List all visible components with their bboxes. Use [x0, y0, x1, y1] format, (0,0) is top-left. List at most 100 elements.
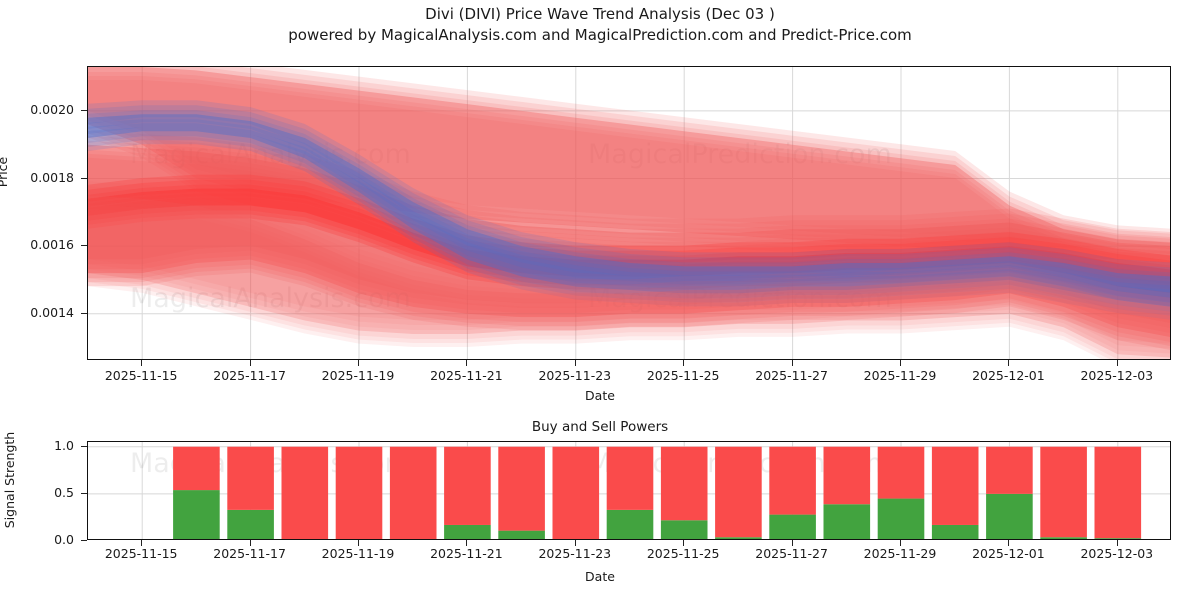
signal-y-tick	[81, 540, 87, 541]
price-wave-svg: MagicalAnalysis.com MagicalPrediction.com…	[88, 67, 1170, 359]
sell-power-segment	[823, 446, 871, 505]
buy-sell-bar	[227, 446, 274, 539]
signal-y-tick-label: 1.0	[54, 437, 74, 453]
buy-power-segment	[227, 509, 274, 539]
buy-sell-bar	[660, 446, 708, 539]
price-y-tick-label: 0.0014	[30, 304, 74, 320]
buy-sell-bar	[823, 446, 871, 539]
signal-x-tick-label: 2025-11-19	[321, 546, 395, 561]
sell-power-segment	[335, 446, 383, 539]
buy-sell-bar	[986, 446, 1033, 539]
chart-title-block: Divi (DIVI) Price Wave Trend Analysis (D…	[0, 4, 1200, 46]
buy-power-segment	[173, 490, 220, 539]
price-x-tick	[574, 360, 576, 366]
sell-power-segment	[173, 446, 220, 491]
price-x-tick-label: 2025-11-25	[646, 368, 720, 383]
sell-power-segment	[1094, 446, 1142, 539]
sell-power-segment	[281, 446, 329, 539]
sell-power-segment	[552, 446, 600, 539]
buy-sell-bar	[1040, 446, 1087, 539]
price-x-tick	[900, 360, 901, 366]
signal-x-tick-label: 2025-11-27	[755, 546, 828, 561]
page-title: Divi (DIVI) Price Wave Trend Analysis (D…	[425, 5, 775, 23]
buy-power-segment	[931, 524, 979, 539]
page-subtitle: powered by MagicalAnalysis.com and Magic…	[288, 26, 912, 44]
signal-x-tick-label: 2025-11-29	[863, 546, 937, 561]
sell-power-segment	[606, 446, 654, 510]
buy-sell-bar	[389, 446, 437, 539]
price-y-tick	[81, 177, 87, 179]
sell-power-segment	[389, 446, 437, 539]
buy-sell-bar	[173, 446, 220, 539]
signal-x-tick-label: 2025-11-25	[646, 546, 720, 561]
signal-x-tick	[358, 540, 359, 546]
signal-x-tick-label: 2025-11-21	[430, 546, 503, 561]
buy-sell-bar	[715, 446, 762, 539]
sell-power-segment	[986, 446, 1033, 494]
price-y-tick	[81, 312, 87, 314]
sell-power-segment	[444, 446, 491, 525]
buy-power-segment	[823, 504, 871, 539]
svg-text:MagicalPrediction.com: MagicalPrediction.com	[588, 283, 892, 314]
buy-sell-bar	[1094, 446, 1142, 539]
buy-sell-bar	[335, 446, 383, 539]
price-x-tick-label: 2025-11-27	[755, 368, 828, 383]
price-axis-label: Price	[0, 156, 10, 188]
price-y-tick	[81, 109, 87, 111]
signal-x-tick	[1116, 540, 1118, 546]
buy-power-segment	[1094, 538, 1142, 539]
buy-power-segment	[660, 520, 708, 539]
sell-power-segment	[877, 446, 925, 499]
signal-x-tick	[574, 540, 576, 546]
price-x-tick-label: 2025-11-29	[863, 368, 937, 383]
buy-power-segment	[877, 498, 925, 539]
price-x-axis-label: Date	[585, 388, 615, 403]
price-y-tick-label: 0.0018	[30, 169, 74, 185]
signal-x-tick	[900, 540, 901, 546]
price-y-tick	[81, 245, 87, 247]
signal-y-tick	[81, 492, 87, 494]
buy-power-segment	[444, 524, 491, 539]
buy-sell-x-axis-label: Date	[585, 569, 615, 584]
buy-power-segment	[606, 509, 654, 539]
price-x-tick-label: 2025-12-03	[1080, 368, 1154, 383]
buy-power-segment	[498, 530, 545, 539]
svg-text:MagicalAnalysis.com: MagicalAnalysis.com	[130, 283, 411, 314]
signal-x-tick	[249, 540, 251, 546]
sell-power-segment	[498, 446, 545, 531]
buy-sell-bar	[552, 446, 600, 539]
price-x-tick-label: 2025-11-17	[213, 368, 286, 383]
price-x-tick-label: 2025-12-01	[972, 368, 1045, 383]
buy-sell-bar	[769, 446, 816, 539]
svg-text:MagicalPrediction.com: MagicalPrediction.com	[588, 139, 892, 170]
price-x-tick-label: 2025-11-19	[321, 368, 395, 383]
price-y-tick-label: 0.0020	[30, 101, 74, 117]
buy-sell-title: Buy and Sell Powers	[531, 419, 669, 435]
buy-power-segment	[715, 537, 762, 539]
price-x-tick	[791, 360, 793, 366]
price-x-tick	[1008, 360, 1010, 366]
signal-x-tick-label: 2025-12-01	[972, 546, 1045, 561]
signal-x-tick-label: 2025-12-03	[1080, 546, 1154, 561]
price-x-tick-label: 2025-11-21	[430, 368, 503, 383]
price-x-tick-label: 2025-11-15	[104, 368, 178, 383]
price-x-tick	[358, 360, 359, 366]
signal-x-tick	[141, 540, 143, 546]
price-x-tick	[466, 360, 468, 366]
price-x-tick	[1116, 360, 1118, 366]
price-x-tick	[141, 360, 143, 366]
signal-x-tick	[791, 540, 793, 546]
buy-power-segment	[1040, 537, 1087, 539]
signal-y-tick-label: 0.0	[54, 532, 74, 547]
signal-x-tick	[466, 540, 468, 546]
signal-y-tick	[81, 445, 87, 447]
buy-sell-bar	[281, 446, 329, 539]
buy-sell-bar	[931, 446, 979, 539]
sell-power-segment	[227, 446, 274, 510]
price-y-tick-label: 0.0016	[30, 237, 74, 253]
sell-power-segment	[931, 446, 979, 525]
signal-x-tick	[683, 540, 685, 546]
